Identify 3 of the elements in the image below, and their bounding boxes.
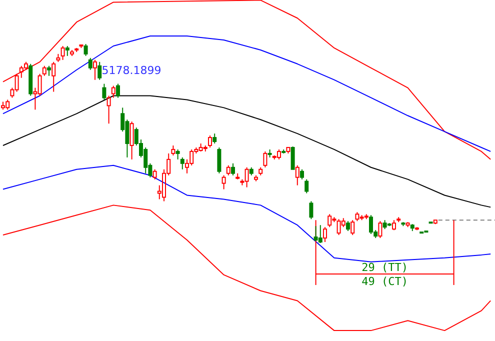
text: 29 (TT): [362, 261, 408, 274]
annotation: 5178.1899: [102, 64, 162, 77]
text: 49 (CT): [362, 275, 408, 288]
